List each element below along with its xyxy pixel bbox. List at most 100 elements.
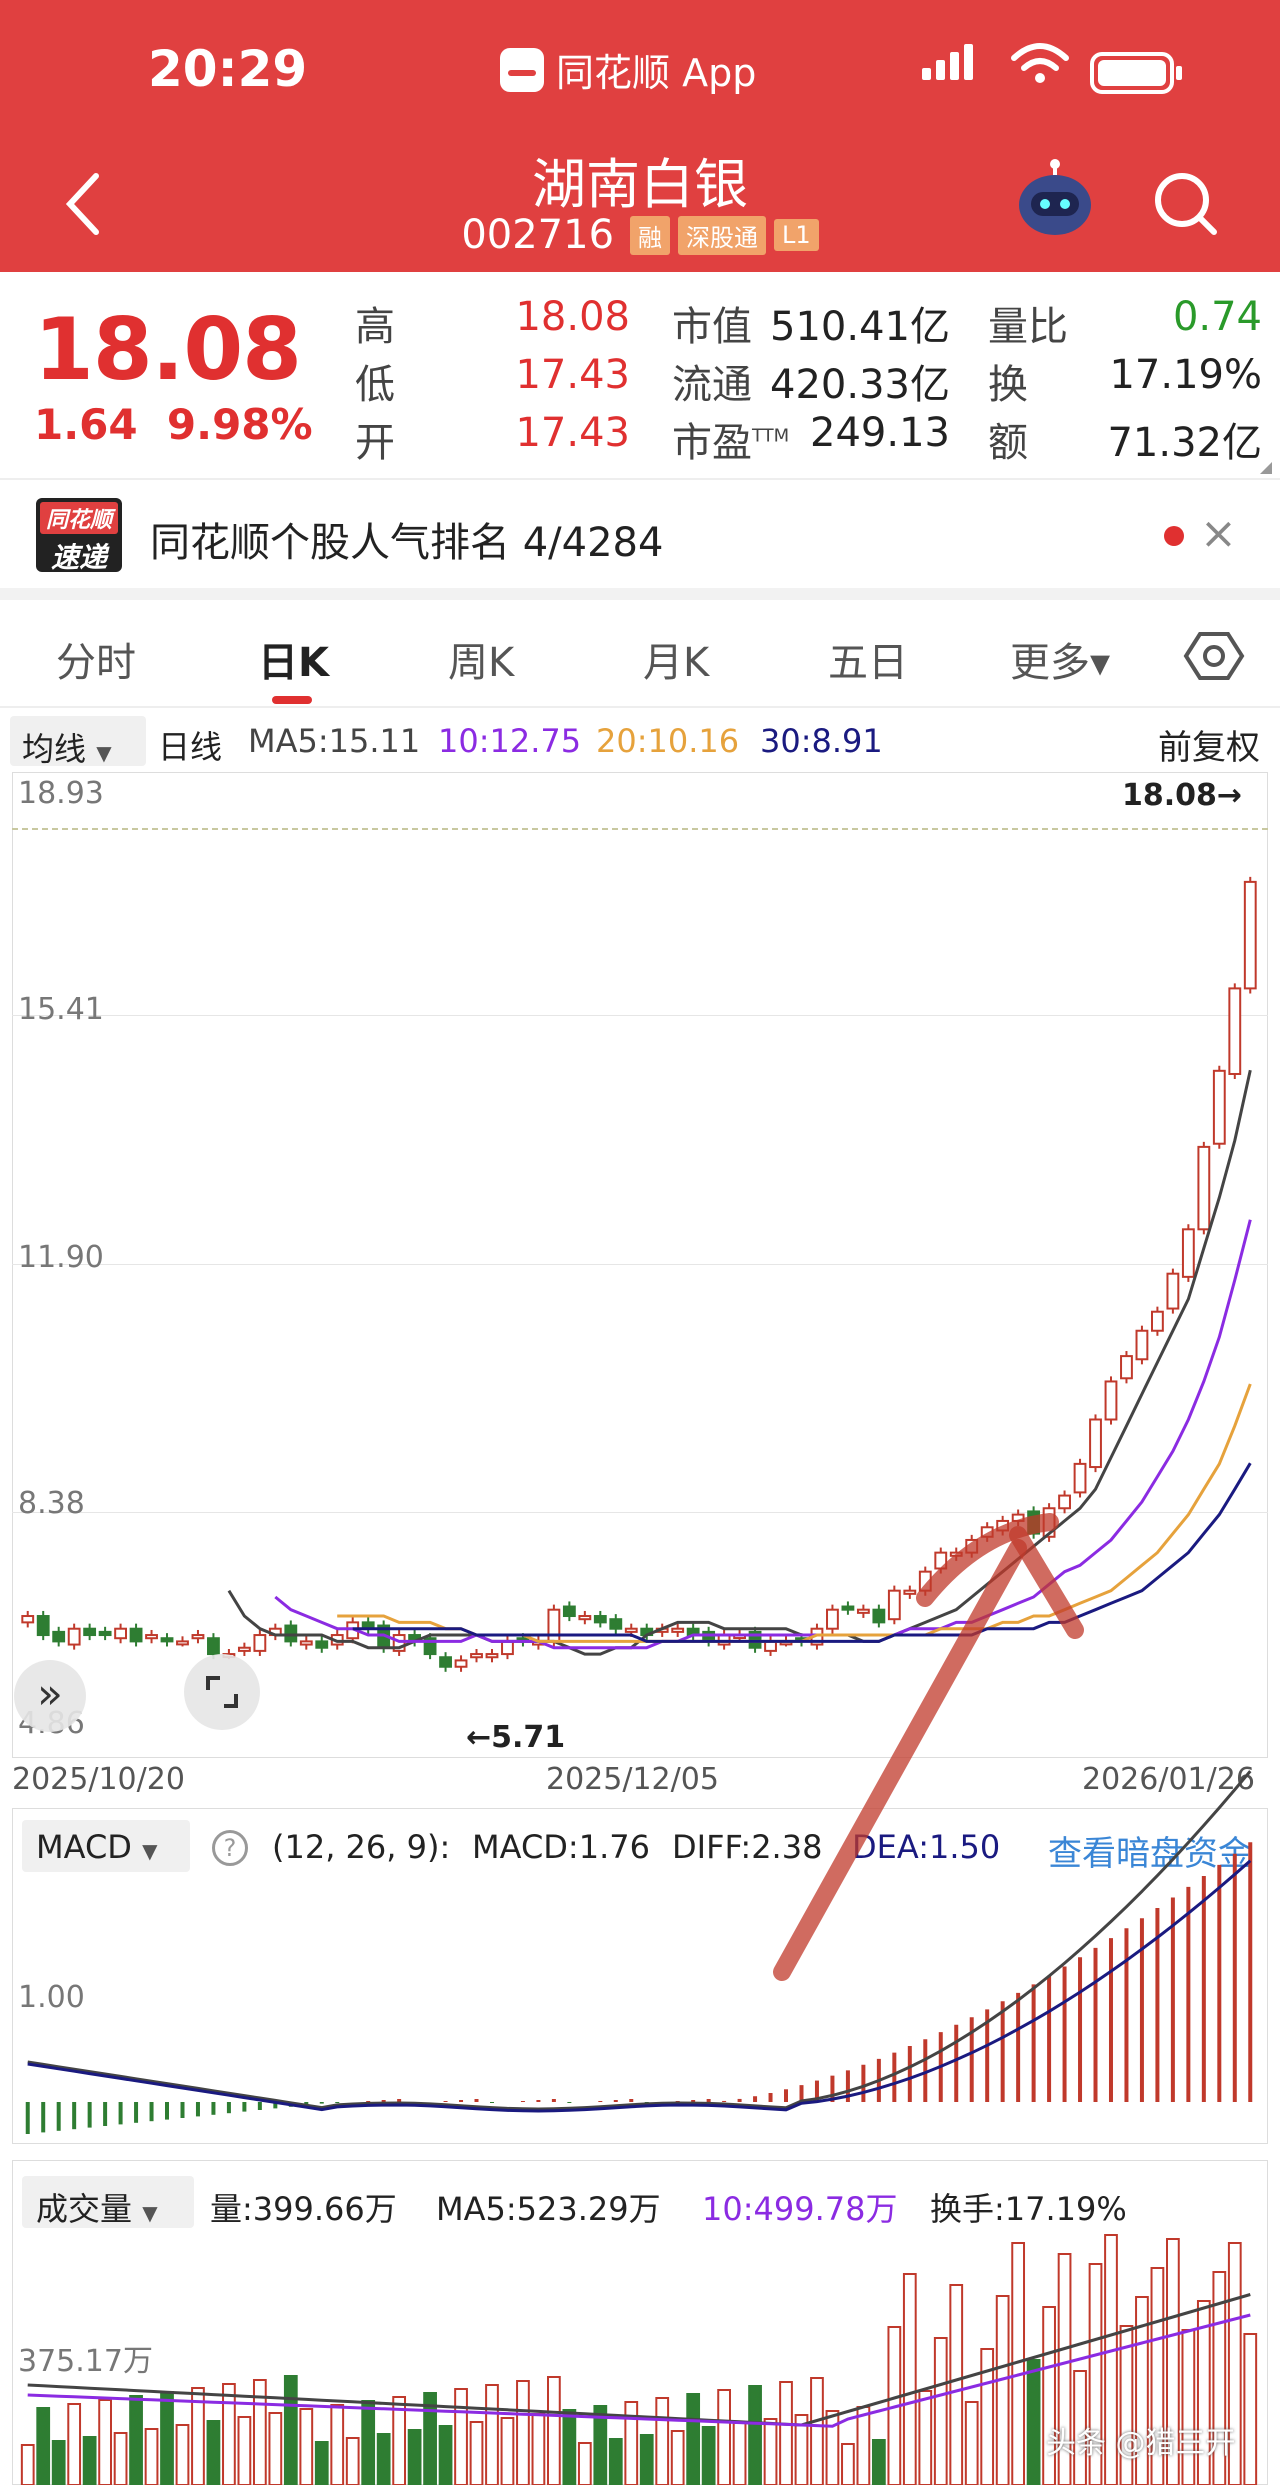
search-icon <box>1155 173 1217 235</box>
stat-label-open: 开 <box>355 420 395 466</box>
high-price-dashline <box>12 828 1268 830</box>
active-tab-indicator <box>272 696 312 704</box>
tab-daily-k[interactable]: 日K <box>258 640 329 686</box>
stat-label-float: 流通 <box>672 362 752 408</box>
change-percent: 9.98% <box>166 400 313 449</box>
quote-panel <box>0 272 1280 478</box>
volume-dropdown-label: 成交量 <box>36 2190 133 2228</box>
help-icon[interactable]: ? <box>212 1830 248 1866</box>
macd-dropdown-label: MACD <box>36 1828 132 1866</box>
collapse-panel-icon[interactable]: » <box>14 1660 86 1732</box>
wifi-icon <box>1011 43 1069 71</box>
stock-code: 002716 <box>461 212 615 258</box>
volume-y-label: 375.17万 <box>18 2344 153 2379</box>
kline-panel[interactable] <box>12 772 1268 1758</box>
stat-label-low: 低 <box>355 362 395 408</box>
stat-value-pe: 249.13 <box>810 410 950 456</box>
stat-value-low: 17.43 <box>515 352 630 398</box>
stat-label-pe: 市盈TTM <box>672 410 789 468</box>
date-label-start: 2025/10/20 <box>12 1762 185 1797</box>
status-time: 20:29 <box>148 40 308 98</box>
pe-sup: TTM <box>752 425 790 447</box>
low-price-marker: ←5.71 <box>466 1720 566 1755</box>
watermark: 头条 @猎三开 <box>1046 2426 1236 2461</box>
stat-value-amount: 71.32亿 <box>1107 420 1262 466</box>
notice-badge: 同花顺 速递 <box>36 498 122 574</box>
tag-margin: 融 <box>630 215 671 255</box>
battery-icon <box>1090 52 1182 94</box>
ma-dropdown[interactable]: 均线 ▼ <box>10 716 146 768</box>
macd-y-label: 1.00 <box>18 1980 85 2015</box>
current-price: 18.08 <box>34 300 302 400</box>
stat-label-amount: 额 <box>988 420 1028 466</box>
tab-intraday[interactable]: 分时 <box>56 640 136 686</box>
ma20-value: 20:10.16 <box>596 722 740 760</box>
ma30-value: 30:8.91 <box>760 722 883 760</box>
ma5-value: MA5:15.11 <box>248 722 421 760</box>
stat-value-turnover: 17.19% <box>1109 352 1262 398</box>
date-label-end: 2026/01/26 <box>1082 1762 1255 1797</box>
stat-value-volratio: 0.74 <box>1172 294 1262 340</box>
stat-label-high: 高 <box>355 304 395 350</box>
stock-name: 湖南白银 <box>532 153 748 216</box>
section-gap <box>0 588 1280 600</box>
notice-dot <box>1164 526 1184 546</box>
stat-label-mktcap: 市值 <box>672 304 752 350</box>
fullscreen-glyph <box>206 1676 238 1708</box>
last-price-marker: 18.08→ <box>1122 778 1243 813</box>
chart-settings-button[interactable] <box>1180 626 1250 688</box>
chevron-down-icon: ▼ <box>142 2201 158 2225</box>
stat-value-float: 420.33亿 <box>770 362 950 408</box>
change-value: 1.64 <box>34 400 138 449</box>
grid-line <box>12 1512 1268 1513</box>
chevron-down-icon: ▼ <box>96 741 112 765</box>
volume-value: 量:399.66万 <box>210 2190 397 2228</box>
stat-value-high: 18.08 <box>515 294 630 340</box>
stat-label-volratio: 量比 <box>988 304 1068 350</box>
status-icons <box>65 43 1217 235</box>
grid-line <box>12 1015 1268 1016</box>
diff-value: DIFF:2.38 <box>672 1828 823 1866</box>
popularity-notice[interactable] <box>0 478 1280 588</box>
status-app-label: 同花顺 App <box>556 51 757 95</box>
stat-label-turnover: 换 <box>988 362 1028 408</box>
ma10-value: 10:12.75 <box>438 722 582 760</box>
robot-icon <box>1019 159 1091 235</box>
volume-dropdown[interactable]: 成交量 ▼ <box>22 2176 194 2228</box>
stat-value-mktcap: 510.41亿 <box>770 304 950 350</box>
signal-icon <box>922 44 973 80</box>
app-logo-icon <box>500 47 544 92</box>
date-label-mid: 2025/12/05 <box>546 1762 719 1797</box>
dark-pool-link[interactable]: 查看暗盘资金 <box>1048 1834 1252 1874</box>
close-icon[interactable]: × <box>1200 508 1237 559</box>
ma-period: 日线 <box>158 728 223 766</box>
volume-ma10: 10:499.78万 <box>702 2190 898 2228</box>
dea-value: DEA:1.50 <box>852 1828 1001 1866</box>
ma-dropdown-label: 均线 <box>22 730 87 768</box>
status-app-name: 同花顺 App <box>500 42 756 97</box>
period-tabs <box>0 600 1280 708</box>
tab-monthly-k[interactable]: 月K <box>643 640 710 686</box>
pe-label: 市盈 <box>672 420 752 466</box>
back-icon <box>65 173 99 235</box>
macd-value: MACD:1.76 <box>472 1828 650 1866</box>
price-change: 1.64 9.98% <box>34 400 313 449</box>
fullscreen-icon[interactable] <box>184 1654 260 1730</box>
chevron-down-icon: ▼ <box>142 1839 158 1863</box>
tab-more[interactable]: 更多▾ <box>1010 640 1111 686</box>
adjust-mode[interactable]: 前复权 <box>1158 728 1260 768</box>
notice-badge-bottom: 速递 <box>50 541 107 574</box>
price-label-4: 8.38 <box>18 1486 85 1521</box>
stock-code-line: 002716 融 深股通 L1 <box>0 212 1280 258</box>
stat-value-open: 17.43 <box>515 410 630 456</box>
macd-dropdown[interactable]: MACD ▼ <box>22 1820 190 1872</box>
volume-ma5: MA5:523.29万 <box>436 2190 661 2228</box>
notice-badge-top: 同花顺 <box>40 502 118 534</box>
turnover-rate: 换手:17.19% <box>930 2190 1127 2228</box>
grid-line <box>12 1264 1268 1265</box>
macd-params: (12, 26, 9): <box>272 1828 451 1866</box>
price-label-2: 15.41 <box>18 992 104 1027</box>
tab-weekly-k[interactable]: 周K <box>448 640 515 686</box>
tab-five-day[interactable]: 五日 <box>828 640 908 686</box>
